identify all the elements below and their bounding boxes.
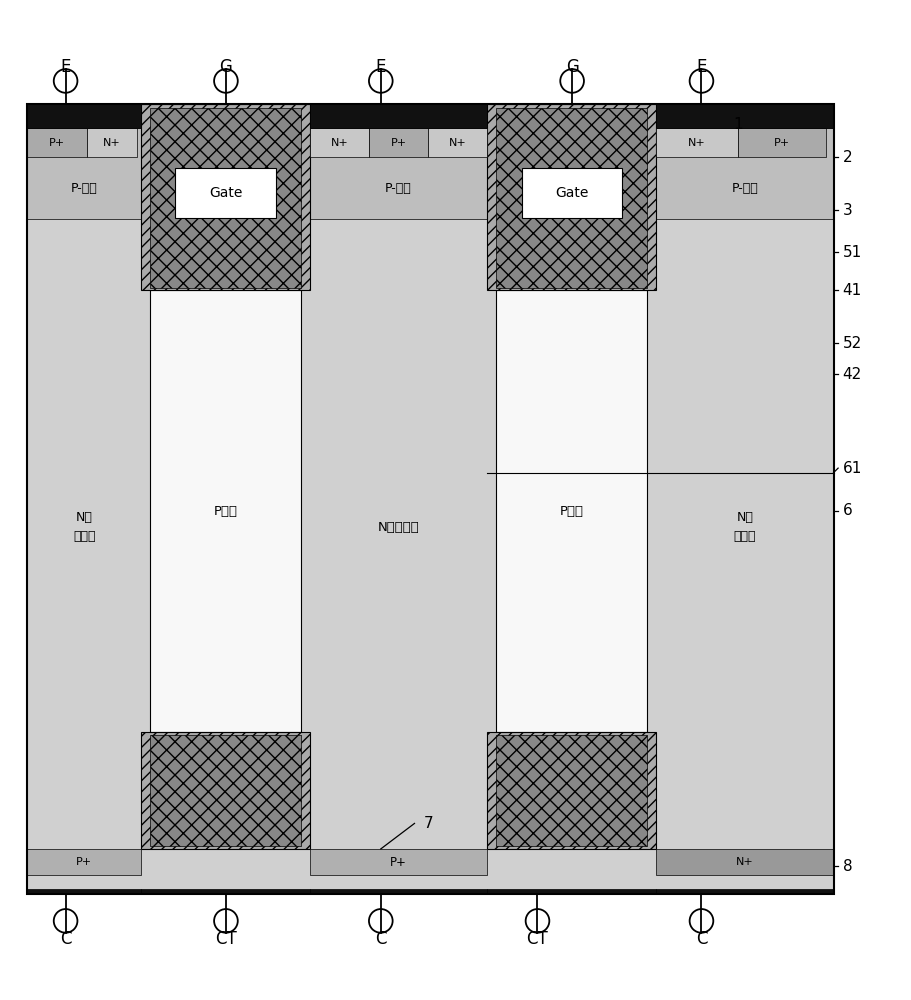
Bar <box>141 732 310 849</box>
FancyBboxPatch shape <box>521 168 621 218</box>
Bar <box>27 128 141 219</box>
Text: E: E <box>696 58 707 76</box>
Bar <box>27 104 141 128</box>
Text: N型
漂移区: N型 漂移区 <box>733 511 756 543</box>
Text: P型条: P型条 <box>213 505 238 518</box>
Bar <box>656 128 834 219</box>
Bar <box>487 104 656 290</box>
Text: Gate: Gate <box>555 186 589 200</box>
Bar <box>27 104 834 894</box>
Bar <box>150 290 301 732</box>
Bar <box>496 290 647 732</box>
Bar <box>428 128 487 157</box>
Text: P-阱区: P-阱区 <box>71 182 97 195</box>
Text: C: C <box>375 930 386 948</box>
Text: P型条: P型条 <box>559 505 584 518</box>
Bar <box>496 735 647 846</box>
Text: CT: CT <box>527 930 548 948</box>
Text: N型漂移区: N型漂移区 <box>378 521 419 534</box>
Text: P+: P+ <box>391 138 406 148</box>
Text: G: G <box>566 58 578 76</box>
Bar <box>656 128 738 157</box>
Text: 8: 8 <box>843 859 853 874</box>
Bar <box>487 889 656 894</box>
Bar <box>310 889 487 894</box>
Bar <box>27 104 834 894</box>
Bar <box>310 128 487 219</box>
Bar <box>656 889 834 894</box>
Text: C: C <box>60 930 71 948</box>
Text: P+: P+ <box>390 856 407 869</box>
Bar <box>738 128 826 157</box>
Text: 1: 1 <box>733 117 742 132</box>
Text: N+: N+ <box>449 138 466 148</box>
Bar <box>150 735 301 846</box>
Text: P-阱区: P-阱区 <box>732 182 758 195</box>
Bar <box>369 128 428 157</box>
Text: P+: P+ <box>77 857 92 867</box>
Text: P+: P+ <box>774 138 790 148</box>
Bar <box>27 128 87 157</box>
Bar <box>310 128 369 157</box>
Bar <box>656 104 834 128</box>
Text: 42: 42 <box>843 367 862 382</box>
Bar <box>27 849 141 875</box>
Text: P-阱区: P-阱区 <box>385 182 412 195</box>
Text: G: G <box>220 58 232 76</box>
Bar <box>310 849 487 875</box>
Text: N+: N+ <box>103 138 120 148</box>
Text: E: E <box>60 58 71 76</box>
Text: 7: 7 <box>424 816 433 831</box>
Text: 52: 52 <box>843 336 862 351</box>
Text: N+: N+ <box>736 857 753 867</box>
Text: N+: N+ <box>331 138 348 148</box>
Bar <box>150 108 301 288</box>
Text: Gate: Gate <box>209 186 242 200</box>
Bar <box>141 104 310 290</box>
Bar <box>496 108 647 288</box>
Bar <box>656 849 834 875</box>
FancyBboxPatch shape <box>175 168 275 218</box>
Bar <box>87 128 137 157</box>
Text: 3: 3 <box>843 203 853 218</box>
Text: 51: 51 <box>843 245 862 260</box>
Text: N+: N+ <box>688 138 706 148</box>
Bar <box>487 732 656 849</box>
Text: N型
漂移区: N型 漂移区 <box>73 511 96 543</box>
Text: CT: CT <box>215 930 237 948</box>
Text: 2: 2 <box>843 150 853 165</box>
Bar <box>310 104 487 128</box>
Bar <box>141 889 310 894</box>
Text: 6: 6 <box>843 503 853 518</box>
Text: 41: 41 <box>843 283 862 298</box>
Text: C: C <box>696 930 707 948</box>
Text: P+: P+ <box>49 138 65 148</box>
Text: 61: 61 <box>843 461 862 476</box>
Text: E: E <box>375 58 386 76</box>
Bar <box>27 889 141 894</box>
